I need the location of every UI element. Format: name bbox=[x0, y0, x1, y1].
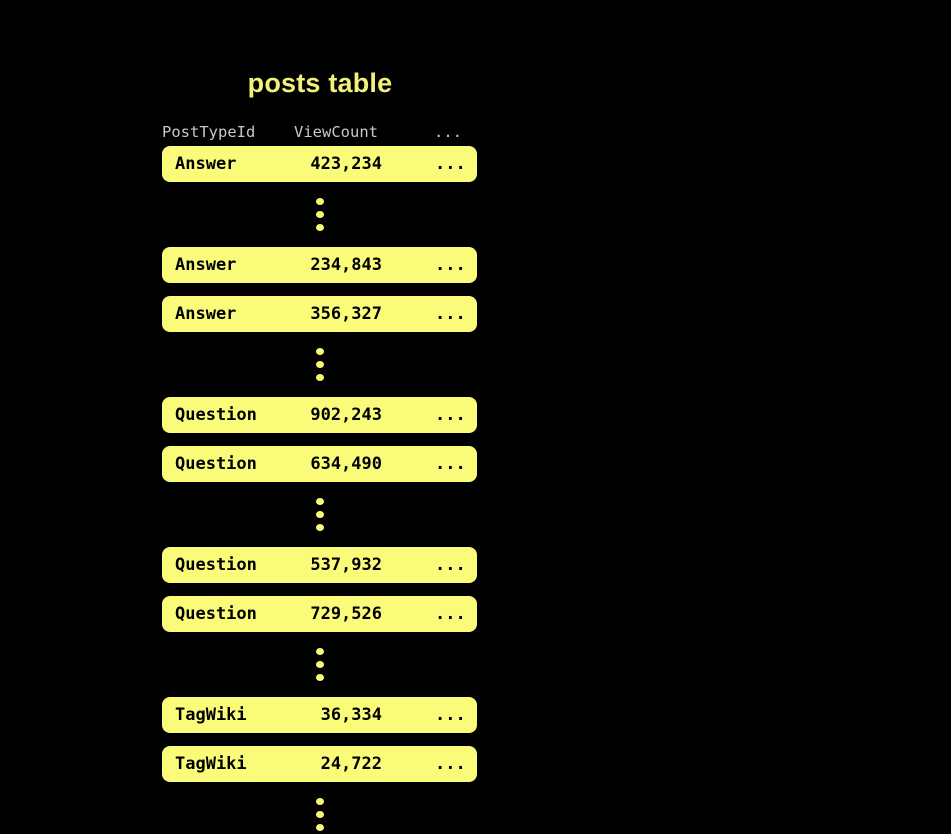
cell-more-ellipsis: ... bbox=[435, 454, 466, 474]
cell-view-count: 537,932 bbox=[310, 555, 382, 575]
cell-view-count: 356,327 bbox=[310, 304, 382, 324]
cell-more-ellipsis: ... bbox=[435, 754, 466, 774]
cell-post-type-id: TagWiki bbox=[175, 754, 247, 774]
cell-view-count: 423,234 bbox=[310, 154, 382, 174]
diagram-canvas: posts table PostTypeId ViewCount ... Ans… bbox=[162, 68, 477, 831]
ellipsis-dot-icon bbox=[315, 511, 324, 518]
table-row[interactable]: Question 634,490... bbox=[162, 446, 477, 482]
ellipsis-dot-icon bbox=[315, 498, 324, 505]
ellipsis-dot-icon bbox=[315, 661, 324, 668]
cell-more-ellipsis: ... bbox=[435, 705, 466, 725]
ellipsis-dot-icon bbox=[315, 224, 324, 231]
cell-view-count: 24,722 bbox=[320, 754, 382, 774]
table-row[interactable]: Question 537,932... bbox=[162, 547, 477, 583]
cell-view-count: 902,243 bbox=[310, 405, 382, 425]
table-row[interactable]: TagWiki 36,334... bbox=[162, 697, 477, 733]
ellipsis-dot-icon bbox=[315, 361, 324, 368]
table-row[interactable]: TagWiki 24,722... bbox=[162, 746, 477, 782]
cell-post-type-id: Answer bbox=[175, 255, 237, 275]
cell-post-type-id: Answer bbox=[175, 304, 237, 324]
ellipsis-dot-icon bbox=[315, 374, 324, 381]
cell-view-count: 234,843 bbox=[310, 255, 382, 275]
ellipsis-dot-icon bbox=[315, 348, 324, 355]
cell-post-type-id: TagWiki bbox=[175, 705, 247, 725]
ellipsis-dot-icon bbox=[315, 811, 324, 818]
cell-more-ellipsis: ... bbox=[435, 154, 466, 174]
ellipsis-dot-icon bbox=[315, 524, 324, 531]
cell-view-count: 729,526 bbox=[310, 604, 382, 624]
cell-more-ellipsis: ... bbox=[435, 255, 466, 275]
cell-view-count: 36,334 bbox=[320, 705, 382, 725]
rows-ellipsis-separator bbox=[162, 495, 477, 534]
cell-post-type-id: Question bbox=[175, 604, 257, 624]
cell-view-count: 634,490 bbox=[310, 454, 382, 474]
cell-post-type-id: Question bbox=[175, 454, 257, 474]
table-row[interactable]: Question 902,243... bbox=[162, 397, 477, 433]
table-rows: Answer 423,234... Answer 234,843... Answer 35… bbox=[162, 146, 477, 834]
cell-more-ellipsis: ... bbox=[435, 304, 466, 324]
table-row[interactable]: Answer 234,843... bbox=[162, 247, 477, 283]
table-row[interactable]: Answer 356,327... bbox=[162, 296, 477, 332]
table-row[interactable]: Question 729,526... bbox=[162, 596, 477, 632]
cell-post-type-id: Question bbox=[175, 405, 257, 425]
ellipsis-dot-icon bbox=[315, 198, 324, 205]
page-title: posts table bbox=[247, 68, 393, 98]
cell-more-ellipsis: ... bbox=[435, 604, 466, 624]
posts-table: PostTypeId ViewCount ... Answer 423,234..… bbox=[162, 118, 477, 834]
column-header-post-type-id: PostTypeId bbox=[162, 123, 256, 141]
ellipsis-dot-icon bbox=[315, 648, 324, 655]
rows-ellipsis-separator bbox=[162, 345, 477, 384]
table-row[interactable]: Answer 423,234... bbox=[162, 146, 477, 182]
cell-more-ellipsis: ... bbox=[435, 555, 466, 575]
cell-more-ellipsis: ... bbox=[435, 405, 466, 425]
rows-ellipsis-separator bbox=[162, 645, 477, 684]
table-header-row: PostTypeId ViewCount ... bbox=[162, 118, 477, 146]
column-header-view-count: ViewCount bbox=[294, 123, 378, 141]
ellipsis-dot-icon bbox=[315, 824, 324, 831]
cell-post-type-id: Answer bbox=[175, 154, 237, 174]
ellipsis-dot-icon bbox=[315, 211, 324, 218]
ellipsis-dot-icon bbox=[315, 798, 324, 805]
cell-post-type-id: Question bbox=[175, 555, 257, 575]
ellipsis-dot-icon bbox=[315, 674, 324, 681]
rows-ellipsis-separator bbox=[162, 195, 477, 234]
column-header-more-ellipsis: ... bbox=[434, 123, 462, 141]
rows-ellipsis-separator bbox=[162, 795, 477, 834]
